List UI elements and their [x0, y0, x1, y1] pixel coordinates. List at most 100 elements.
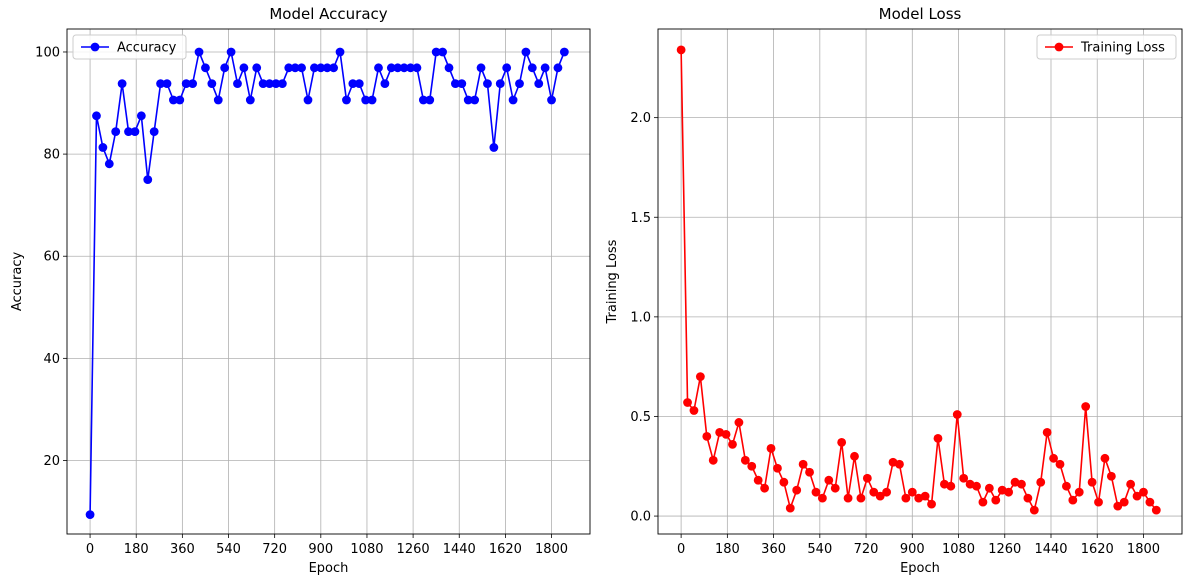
loss-chart-data-point: [933, 433, 943, 443]
loss-chart-data-point: [747, 461, 757, 471]
accuracy-chart-data-point: [284, 63, 294, 73]
accuracy-chart-ylabel: Accuracy: [10, 252, 25, 312]
loss-chart-ytick-label: 1.0: [630, 310, 651, 325]
loss-chart-title: Model Loss: [879, 5, 962, 23]
loss-chart-data-point: [1042, 428, 1052, 437]
loss-chart-data-point: [702, 431, 712, 441]
accuracy-chart-data-point: [431, 47, 441, 57]
accuracy-chart-data-point: [271, 79, 281, 89]
accuracy-chart-data-point: [181, 79, 191, 89]
loss-chart-data-point: [689, 406, 699, 415]
loss-chart-data-point: [1068, 495, 1078, 505]
loss-chart-data-point: [811, 487, 821, 497]
loss-chart-data-point: [920, 491, 930, 501]
accuracy-chart-data-point: [425, 95, 435, 105]
accuracy-chart-data-point: [207, 79, 217, 89]
loss-chart-data-point: [1126, 479, 1136, 489]
loss-chart-data-point: [1113, 501, 1123, 511]
loss-chart-xtick-label: 720: [854, 542, 879, 557]
accuracy-chart-data-point: [540, 63, 550, 73]
accuracy-chart-data-point: [136, 111, 146, 121]
loss-chart-data-point: [805, 467, 814, 477]
accuracy-chart: Model Accuracy Epoch Accuracy 0 180 360 540…: [10, 5, 591, 576]
accuracy-chart-xtick-label: 1260: [397, 542, 430, 557]
accuracy-chart-xtick-label: 1620: [489, 542, 522, 557]
accuracy-chart-ytick-label: 100: [35, 45, 60, 60]
accuracy-chart-data-point: [470, 95, 480, 105]
accuracy-chart-data-point: [553, 63, 563, 73]
loss-chart-data-point: [1132, 491, 1142, 501]
accuracy-chart-data-point: [149, 127, 159, 137]
loss-chart-data-point: [683, 398, 692, 407]
accuracy-chart-data-point: [476, 63, 486, 73]
accuracy-chart-ytick-label: 20: [43, 454, 60, 469]
accuracy-chart-data-point: [418, 95, 428, 105]
accuracy-chart-data-point: [515, 79, 524, 89]
loss-chart-data-point: [785, 503, 795, 513]
loss-chart-data-point: [1055, 459, 1065, 469]
loss-chart-ytick-label: 0.5: [630, 410, 651, 425]
loss-chart-data-point: [952, 410, 962, 419]
accuracy-chart-data-point: [111, 127, 121, 137]
accuracy-chart-data-point: [226, 47, 236, 57]
accuracy-chart-data-point: [374, 63, 383, 73]
accuracy-chart-data-point: [104, 159, 114, 169]
accuracy-chart-data-point: [162, 79, 172, 89]
loss-chart-xtick-label: 540: [807, 542, 832, 557]
accuracy-chart-data-point: [457, 79, 467, 89]
loss-chart-data-point: [708, 455, 718, 465]
accuracy-chart-data-point: [130, 127, 140, 137]
loss-chart-data-point: [1100, 453, 1110, 463]
accuracy-chart-data-point: [348, 79, 358, 89]
accuracy-chart-data-point: [451, 79, 460, 89]
loss-chart-data-point: [740, 455, 750, 465]
loss-chart-data-point: [721, 429, 731, 439]
accuracy-chart-data-point: [117, 79, 127, 89]
accuracy-chart-data-point: [502, 63, 512, 73]
accuracy-chart-ytick-label: 60: [43, 250, 60, 265]
loss-chart-data-point: [959, 473, 969, 483]
accuracy-chart-data-point: [201, 63, 210, 73]
accuracy-chart-data-point: [252, 63, 262, 73]
accuracy-chart-series-line: [89, 51, 566, 515]
loss-chart-data-point: [728, 439, 737, 449]
loss-chart-data-point: [972, 481, 981, 491]
accuracy-chart-xtick-label: 1440: [443, 542, 476, 557]
accuracy-chart-legend-box: [72, 34, 187, 60]
loss-chart-data-point: [843, 493, 853, 503]
loss-chart-legend-label: Training Loss: [1080, 41, 1165, 56]
accuracy-chart-data-point: [521, 47, 531, 57]
accuracy-chart-xtick-label: 720: [262, 542, 287, 557]
accuracy-chart-data-point: [367, 95, 377, 105]
loss-chart-xtick-label: 1800: [1127, 542, 1160, 557]
loss-chart-legend: Training Loss: [1036, 34, 1177, 60]
accuracy-chart-xlabel: Epoch: [309, 561, 349, 576]
loss-chart-data-point: [895, 459, 904, 469]
loss-chart-data-point: [760, 483, 769, 493]
accuracy-chart-data-point: [297, 63, 306, 73]
accuracy-chart-data-point: [380, 79, 390, 89]
loss-chart-data-point: [1151, 505, 1161, 515]
loss-chart-xtick-label: 1620: [1081, 542, 1114, 557]
accuracy-chart-xtick-label: 540: [216, 542, 241, 557]
loss-chart-data-point: [946, 481, 956, 491]
loss-chart-xlabel: Epoch: [900, 561, 940, 576]
accuracy-chart-data-point: [258, 79, 268, 89]
loss-chart-legend-box: [1036, 34, 1177, 60]
accuracy-chart-data-point: [85, 510, 95, 519]
loss-chart-ylabel: Training Loss: [605, 239, 620, 324]
accuracy-chart-data-point: [534, 79, 544, 89]
loss-chart-data-point: [869, 487, 879, 497]
accuracy-chart-xtick-label: 900: [308, 542, 333, 557]
accuracy-chart-data-point: [495, 79, 505, 89]
accuracy-chart-data-point: [168, 95, 178, 105]
accuracy-chart-data-point: [361, 95, 371, 105]
loss-chart-data-point: [1106, 471, 1116, 481]
loss-chart-axes-frame: [657, 28, 1183, 535]
loss-chart-data-point: [850, 451, 859, 461]
accuracy-chart-data-point: [316, 63, 326, 73]
loss-chart-data-point: [734, 418, 744, 427]
loss-chart-data-point: [1036, 477, 1046, 487]
loss-chart-data-point: [927, 499, 936, 509]
accuracy-chart-ytick-label: 40: [43, 352, 60, 367]
